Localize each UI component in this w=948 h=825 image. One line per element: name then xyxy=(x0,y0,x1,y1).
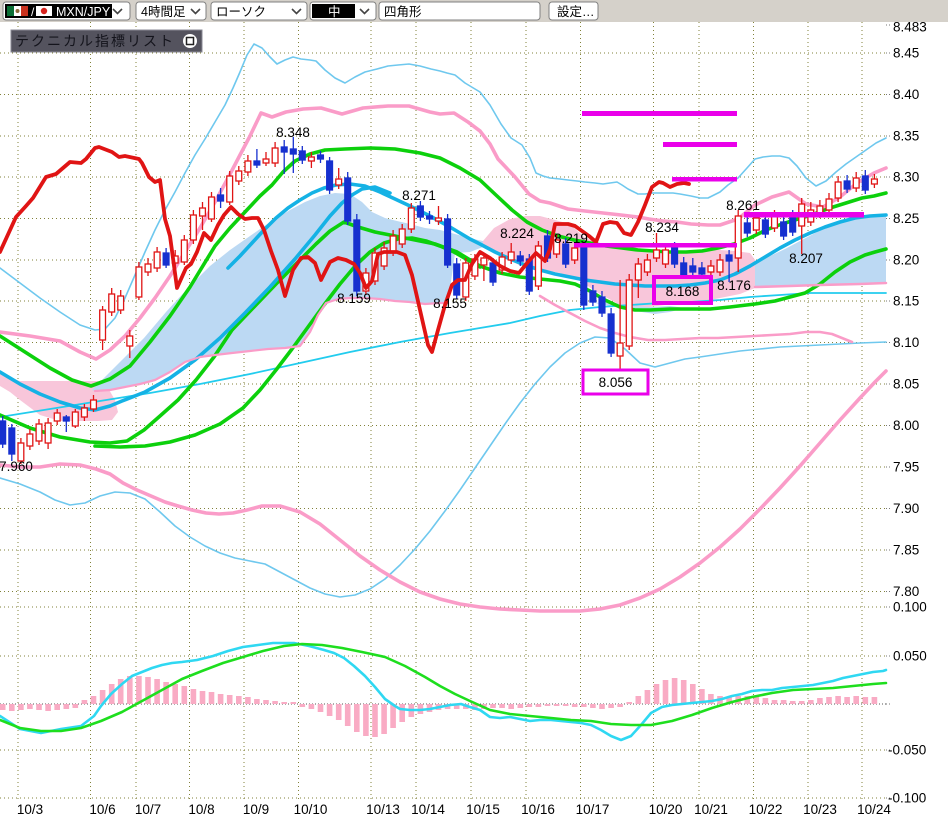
svg-text:8.224: 8.224 xyxy=(500,226,534,241)
svg-text:10/7: 10/7 xyxy=(135,802,161,817)
svg-text:7.95: 7.95 xyxy=(893,460,919,475)
svg-text:10/16: 10/16 xyxy=(521,802,555,817)
svg-text:10/21: 10/21 xyxy=(694,802,728,817)
svg-text:8.056: 8.056 xyxy=(599,375,633,390)
svg-text:8.45: 8.45 xyxy=(893,46,919,61)
svg-text:10/24: 10/24 xyxy=(857,802,891,817)
svg-text:10/17: 10/17 xyxy=(576,802,610,817)
svg-text:8.30: 8.30 xyxy=(893,170,919,185)
svg-text:MXN/JPY: MXN/JPY xyxy=(56,5,111,19)
svg-text:7.80: 7.80 xyxy=(893,584,919,599)
svg-text:-0.100: -0.100 xyxy=(888,791,926,806)
svg-text:8.00: 8.00 xyxy=(893,418,919,433)
svg-text:8.40: 8.40 xyxy=(893,87,919,102)
svg-text:0.100: 0.100 xyxy=(893,600,927,615)
svg-text:8.207: 8.207 xyxy=(789,251,823,266)
svg-text:0.050: 0.050 xyxy=(893,649,927,664)
svg-text:4時間足: 4時間足 xyxy=(141,5,186,19)
svg-text:8.168: 8.168 xyxy=(666,284,700,299)
svg-text:8.35: 8.35 xyxy=(893,129,919,144)
svg-text:8.271: 8.271 xyxy=(402,188,436,203)
svg-text:設定…: 設定… xyxy=(557,4,595,19)
svg-text:-0.050: -0.050 xyxy=(888,743,926,758)
svg-text:10/15: 10/15 xyxy=(466,802,500,817)
svg-text:7.960: 7.960 xyxy=(0,459,33,474)
svg-text:8.25: 8.25 xyxy=(893,211,919,226)
svg-text:10/10: 10/10 xyxy=(294,802,328,817)
svg-text:8.10: 8.10 xyxy=(893,335,919,350)
svg-text:8.155: 8.155 xyxy=(433,296,467,311)
svg-text:8.20: 8.20 xyxy=(893,253,919,268)
svg-text:7.90: 7.90 xyxy=(893,501,919,516)
svg-text:8.219: 8.219 xyxy=(554,231,588,246)
svg-text:テクニカル指標リスト: テクニカル指標リスト xyxy=(15,33,175,49)
svg-text:8.159: 8.159 xyxy=(337,291,371,306)
svg-text:8.234: 8.234 xyxy=(645,220,679,235)
svg-text:中: 中 xyxy=(328,4,341,19)
svg-text:10/6: 10/6 xyxy=(89,802,115,817)
svg-text:ローソク: ローソク xyxy=(216,5,266,19)
svg-text:/: / xyxy=(31,5,35,19)
svg-text:10/23: 10/23 xyxy=(803,802,837,817)
svg-text:8.483: 8.483 xyxy=(893,20,927,35)
svg-text:10/9: 10/9 xyxy=(243,802,269,817)
svg-text:8.15: 8.15 xyxy=(893,294,919,309)
svg-text:10/20: 10/20 xyxy=(649,802,683,817)
svg-text:8.348: 8.348 xyxy=(276,125,310,140)
svg-text:10/8: 10/8 xyxy=(188,802,214,817)
svg-text:8.176: 8.176 xyxy=(717,278,751,293)
svg-text:8.05: 8.05 xyxy=(893,377,919,392)
svg-text:四角形: 四角形 xyxy=(384,5,422,19)
svg-text:7.85: 7.85 xyxy=(893,543,919,558)
svg-text:10/22: 10/22 xyxy=(749,802,783,817)
svg-text:10/14: 10/14 xyxy=(411,802,445,817)
svg-text:10/3: 10/3 xyxy=(17,802,43,817)
svg-text:8.261: 8.261 xyxy=(726,198,760,213)
svg-text:10/13: 10/13 xyxy=(366,802,400,817)
